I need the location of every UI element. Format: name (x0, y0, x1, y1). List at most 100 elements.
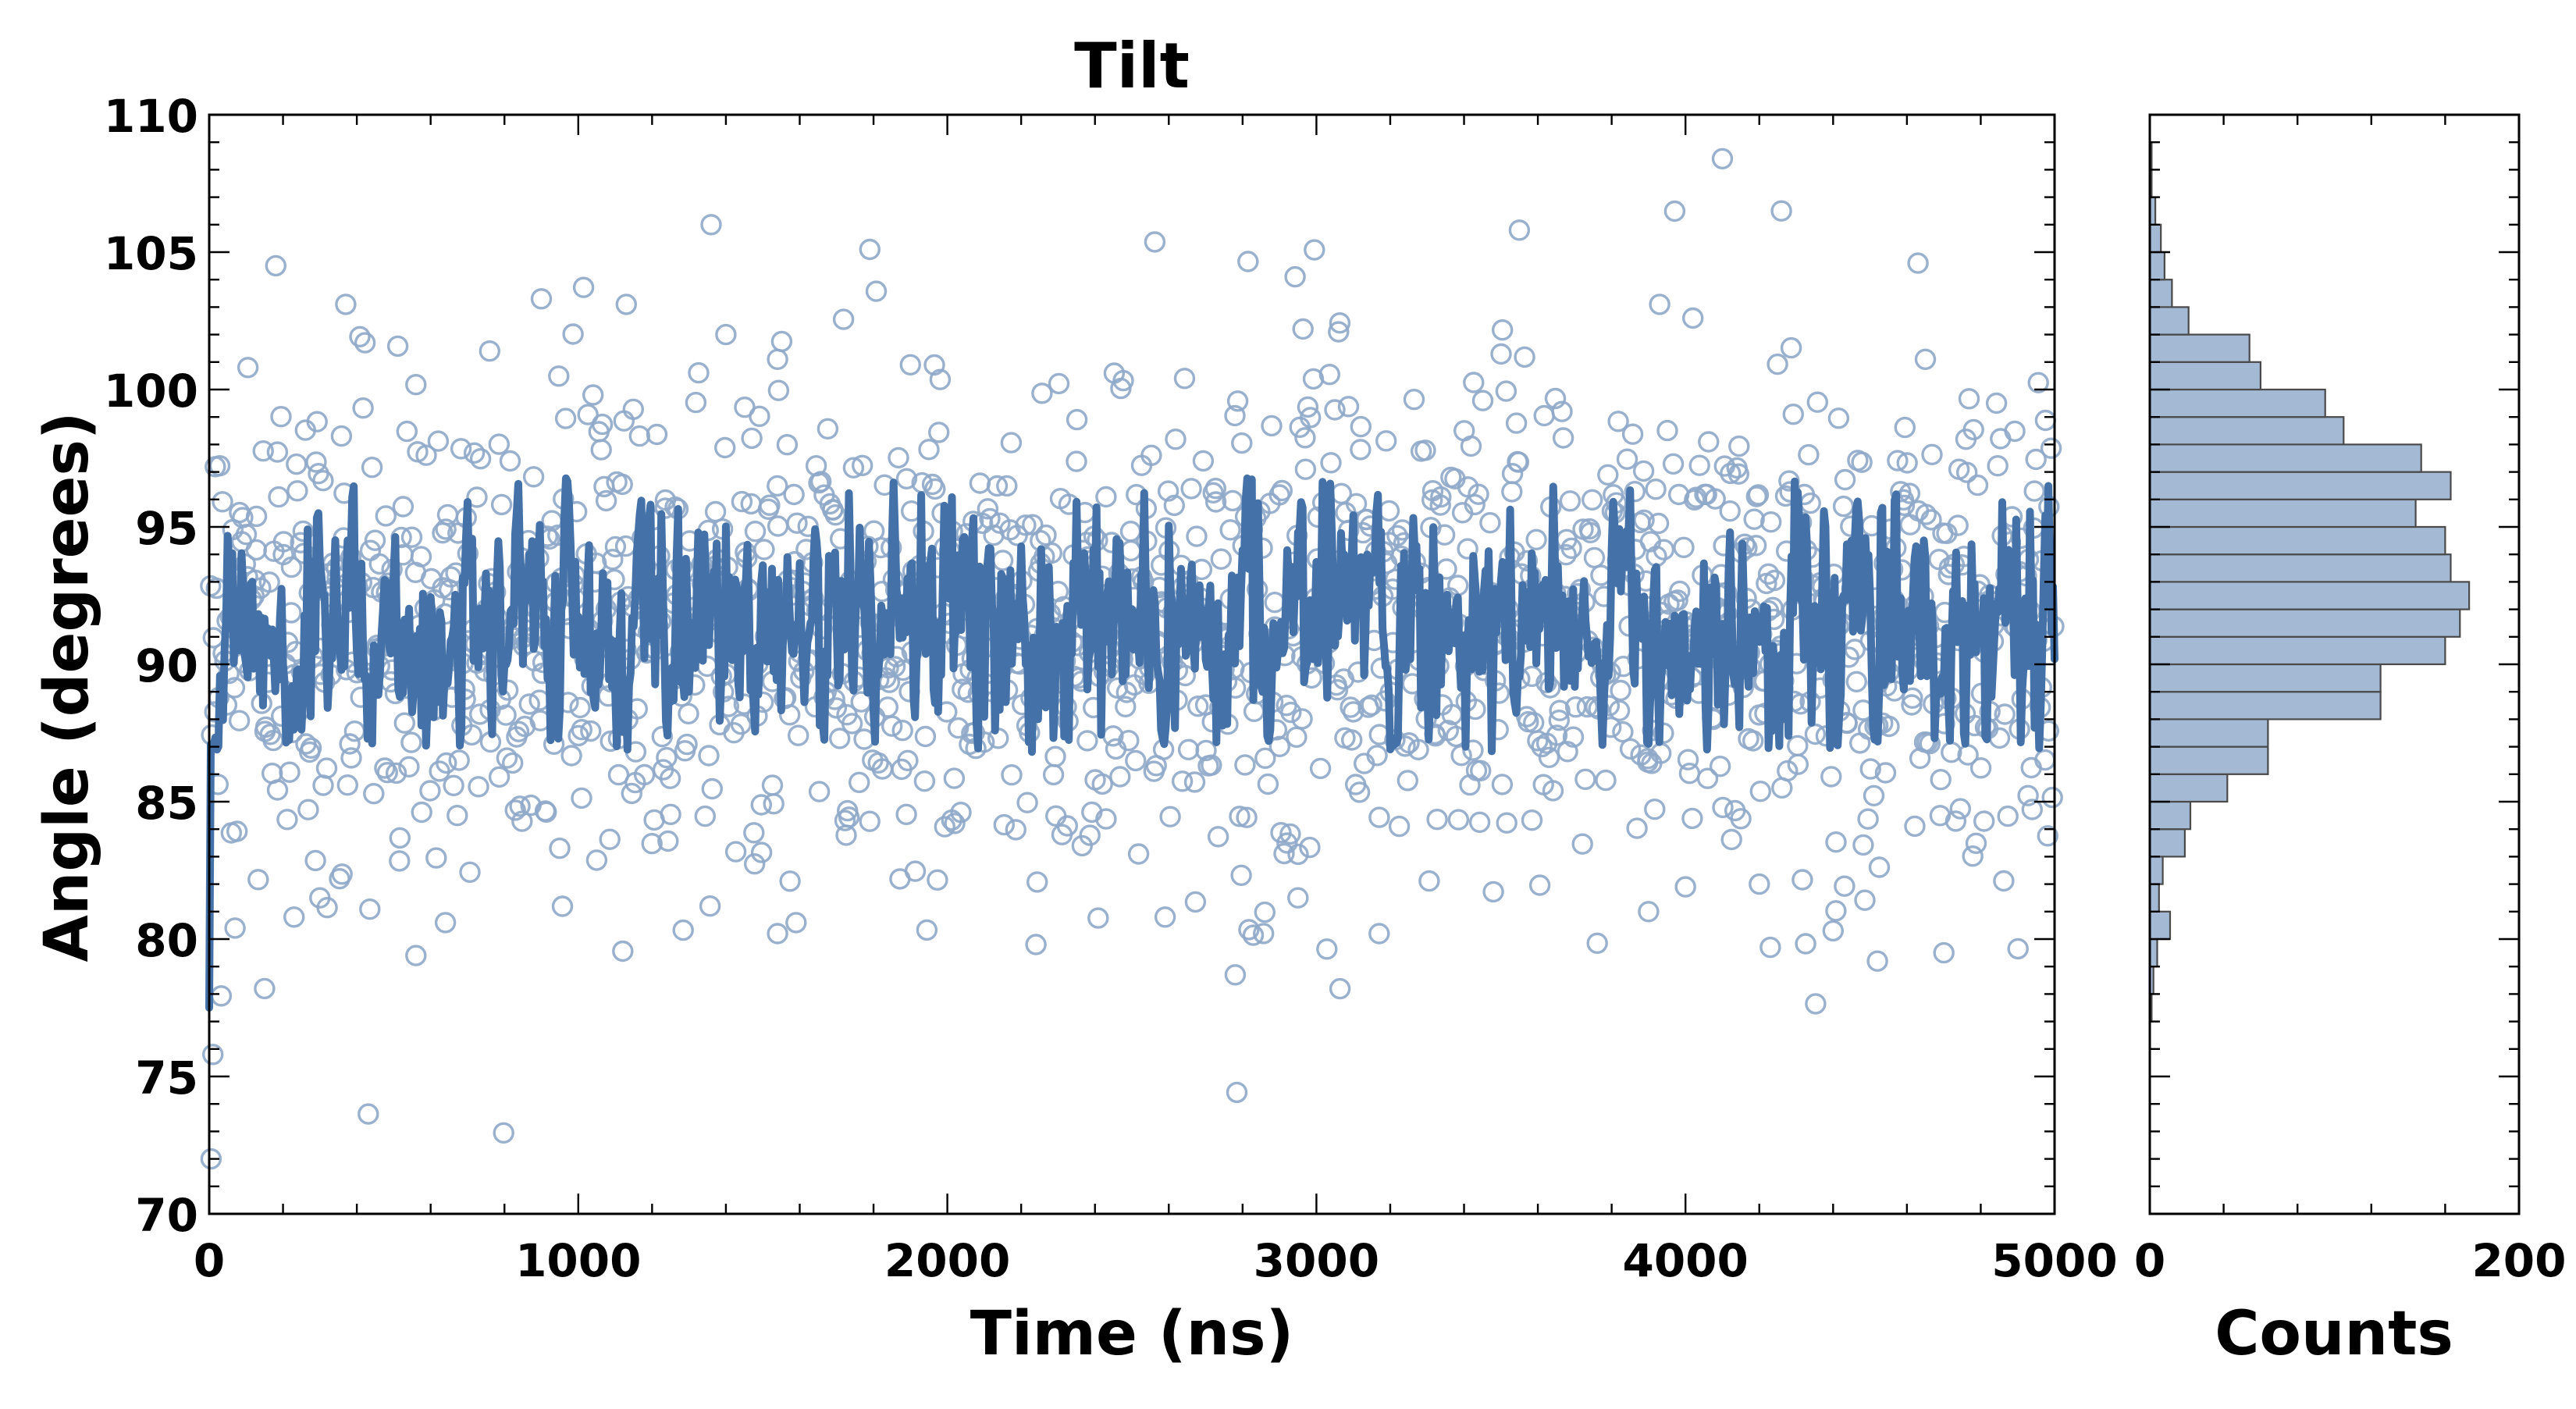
scatter-point (358, 1103, 379, 1125)
scatter-point (1309, 757, 1332, 780)
scatter-point (283, 906, 305, 928)
scatter-point (913, 770, 936, 792)
scatter-point (1016, 792, 1038, 813)
scatter-point (779, 704, 801, 726)
scatter-point (1242, 924, 1265, 946)
scatter-point (1854, 889, 1876, 911)
scatter-point (1919, 732, 1941, 755)
scatter-point (1348, 781, 1371, 803)
scatter-point (731, 490, 753, 513)
scatter-point (1236, 806, 1258, 828)
scatter-point (1482, 881, 1504, 903)
y-tick-label: 70 (135, 1189, 198, 1242)
scatter-point (530, 288, 553, 310)
scatter-point (1257, 773, 1279, 795)
scatter-point (2023, 480, 2045, 502)
scatter-point (1795, 933, 1816, 955)
scatter-point (1863, 785, 1885, 806)
scatter-point (1742, 730, 1764, 752)
scatter-point (1165, 429, 1187, 450)
scatter-point (1414, 439, 1436, 461)
scatter-point (851, 454, 873, 476)
histogram-bar (2148, 361, 2261, 391)
scatter-point (1546, 724, 1568, 746)
scatter-point (385, 762, 407, 785)
scatter-point (1834, 875, 1856, 897)
scatter-point (1076, 730, 1098, 752)
scatter-point (398, 756, 420, 777)
scatter-point (1894, 416, 1916, 439)
scatter-point (1031, 382, 1053, 404)
scatter-point (1551, 400, 1573, 422)
scatter-point (1859, 758, 1881, 780)
scatter-point (1429, 494, 1451, 516)
scatter-point (1026, 871, 1048, 893)
scatter-point (646, 423, 668, 446)
scatter-point (1711, 148, 1734, 170)
scatter-point (1361, 694, 1382, 716)
scatter-point (1238, 919, 1260, 941)
scatter-point (759, 494, 781, 516)
scatter-point (1787, 753, 1809, 775)
scatter-point (828, 728, 851, 749)
scatter-point (292, 520, 314, 543)
scatter-point (549, 837, 571, 859)
scatter-point (488, 766, 511, 788)
scatter-point (590, 439, 612, 461)
scatter-point (2040, 437, 2062, 459)
scatter-point (363, 783, 385, 805)
y-tick-label: 80 (135, 914, 198, 967)
scatter-point (495, 704, 517, 726)
scatter-point (1586, 932, 1608, 955)
scatter-point (767, 379, 790, 401)
scatter-point (1767, 353, 1788, 375)
scatter-point (254, 977, 276, 1000)
scatter-point (368, 553, 390, 575)
scatter-point (897, 749, 919, 771)
scatter-point (927, 869, 948, 891)
scatter-point (657, 830, 679, 852)
main-ticks (208, 113, 2056, 1215)
scatter-point (577, 404, 599, 425)
scatter-point (235, 524, 258, 546)
scatter-point (1329, 977, 1351, 1000)
scatter-point (1985, 392, 2008, 415)
scatter-point (535, 801, 557, 824)
scatter-point (1727, 463, 1750, 485)
scatter-point (1115, 681, 1138, 703)
scatter-point (335, 294, 357, 315)
histogram-bar (2148, 718, 2269, 748)
scatter-point (1109, 766, 1131, 788)
scatter-point (499, 450, 521, 472)
scatter-point (488, 433, 510, 455)
scatter-point (1576, 696, 1599, 718)
histogram-bar (2148, 388, 2326, 418)
scatter-point (1531, 735, 1553, 758)
scatter-point (1000, 432, 1023, 454)
histogram-bar (2148, 279, 2173, 308)
scatter-point (604, 535, 627, 558)
scatter-point (2041, 786, 2063, 809)
scatter-point (714, 436, 736, 459)
scatter-point (1207, 826, 1229, 848)
scatter-point (1173, 368, 1196, 390)
scatter-point (1624, 481, 1646, 503)
scatter-point (744, 852, 766, 875)
scatter-point (364, 529, 386, 551)
scatter-point (1612, 721, 1634, 743)
scatter-point (1230, 864, 1252, 887)
scatter-point (1966, 474, 1989, 496)
scatter-point (1079, 824, 1101, 846)
scatter-point (572, 276, 595, 298)
scatter-point (459, 861, 481, 884)
scatter-point (1001, 764, 1023, 786)
scatter-point (1904, 815, 1926, 838)
scatter-point (1366, 745, 1388, 767)
scatter-point (1898, 482, 1921, 504)
y-axis-label: Angle (degrees) (32, 411, 102, 962)
scatter-point (1403, 389, 1425, 411)
scatter-point (1759, 511, 1782, 533)
scatter-point (1157, 480, 1179, 502)
scatter-point (1549, 699, 1571, 721)
scatter-point (339, 733, 361, 755)
